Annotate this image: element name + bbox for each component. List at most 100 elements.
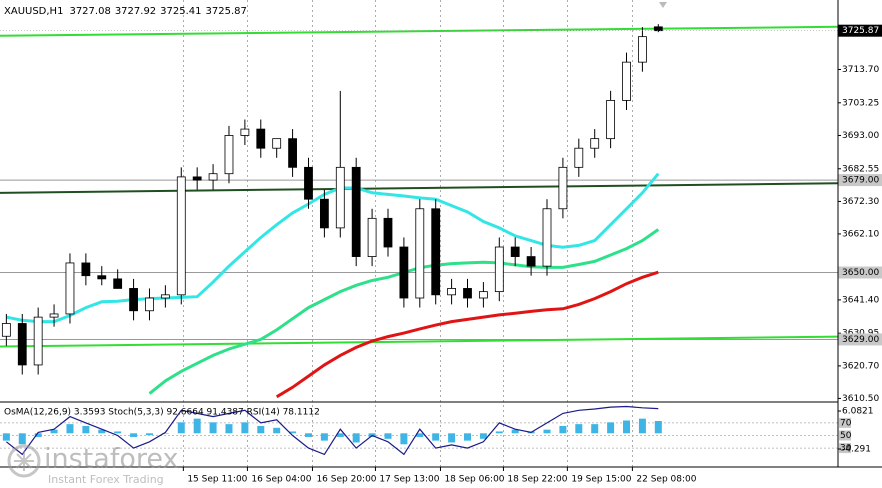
- candle-body: [590, 138, 600, 149]
- osma-bar: [591, 424, 599, 434]
- osma-bar: [638, 418, 646, 434]
- candle-body: [1, 323, 11, 337]
- candle-body: [558, 166, 568, 210]
- moving-average: [275, 270, 659, 399]
- candle-body: [606, 99, 616, 140]
- osma-bar: [607, 422, 615, 434]
- candle-body: [113, 278, 123, 289]
- y-tick-label: 3713.70: [842, 65, 879, 75]
- candle-body: [319, 198, 329, 229]
- x-tick-label: 18 Sep 06:00: [444, 475, 504, 485]
- candle-body: [399, 246, 409, 299]
- osma-bar: [336, 433, 344, 437]
- stochastic-line: [6, 405, 659, 456]
- candle-body: [224, 135, 234, 175]
- x-tick-label: 19 Sep 15:00: [571, 475, 631, 485]
- level-box: [839, 430, 851, 441]
- osma-bar: [18, 433, 26, 445]
- osma-bar: [50, 429, 58, 434]
- osma-bar: [98, 429, 106, 434]
- osma-bar: [273, 427, 281, 434]
- candle-body: [653, 26, 663, 32]
- last-close: 3725.87: [206, 6, 247, 17]
- candle-body: [272, 138, 282, 149]
- osma-bar: [559, 425, 567, 434]
- candle-body: [176, 176, 186, 296]
- symbol: XAUUSD,H1: [4, 6, 63, 17]
- candle-body: [431, 208, 441, 296]
- current-price-box: [838, 24, 882, 37]
- current-price-label: 3725.87: [842, 26, 879, 36]
- osma-bar: [289, 431, 297, 434]
- candle-body: [463, 288, 472, 299]
- last-low: 3725.41: [160, 6, 201, 17]
- osma-bar: [193, 418, 201, 434]
- candle-body: [145, 297, 154, 312]
- y-tick-label: 30: [840, 444, 852, 454]
- osma-bar: [463, 433, 471, 441]
- y-tick-label: 3641.40: [842, 295, 879, 305]
- x-tick-label: 16 Sep 04:00: [251, 475, 311, 485]
- watermark-brand: instaforex: [44, 444, 178, 475]
- candle-body: [304, 166, 313, 200]
- candle-body: [288, 138, 297, 168]
- candle-body: [447, 288, 456, 296]
- y-tick-label: 3693.00: [842, 131, 879, 141]
- candle-body: [17, 323, 27, 366]
- candle-body: [510, 246, 520, 257]
- x-tick-label: 16 Sep 20:00: [316, 475, 376, 485]
- y-tick-label: 3610.50: [842, 394, 879, 404]
- osma-bar: [479, 433, 487, 439]
- y-tick-label: 70: [840, 418, 852, 428]
- y-tick-label: 3682.55: [842, 164, 879, 174]
- osma-bar: [432, 433, 440, 441]
- candle-body: [208, 173, 218, 181]
- candle-body: [129, 288, 138, 312]
- y-tick-label: 3672.30: [842, 197, 879, 207]
- osma-bar: [623, 420, 631, 434]
- osma-bar: [257, 425, 265, 434]
- watermark: instaforex Instant Forex Trading: [7, 444, 178, 486]
- trendline: [0, 335, 839, 348]
- x-tick-label: 17 Sep 13:00: [379, 475, 439, 485]
- x-tick-label: 22 Sep 08:00: [636, 475, 696, 485]
- osma-bar: [320, 433, 328, 441]
- osma-bar: [575, 424, 583, 434]
- level-label: 3650.00: [842, 268, 879, 278]
- y-tick-label: 3703.25: [842, 98, 879, 108]
- candle-body: [542, 208, 552, 267]
- osma-bar: [161, 433, 169, 434]
- osma-bar: [543, 429, 551, 434]
- x-tick-label: 18 Sep 22:00: [507, 475, 567, 485]
- candle-body: [638, 36, 647, 63]
- watermark-tagline: Instant Forex Trading: [48, 473, 164, 486]
- osma-bar: [130, 433, 138, 437]
- level-box: [839, 443, 851, 454]
- y-tick-label: 50: [840, 431, 852, 441]
- candle-body: [97, 275, 107, 280]
- candle-body: [49, 313, 59, 318]
- candle-body: [383, 217, 393, 248]
- y2-tick-label: -4.291: [842, 445, 871, 455]
- level-label: 3679.00: [842, 176, 879, 186]
- candle-body: [494, 246, 504, 293]
- candle-body: [479, 291, 488, 299]
- x-tick-label: 15 Sep 11:00: [187, 475, 247, 485]
- osma-bar: [448, 433, 456, 443]
- trendline: [0, 25, 839, 37]
- osma-bar: [400, 433, 408, 445]
- osma-bar: [145, 433, 153, 436]
- osma-bar: [34, 433, 42, 437]
- candle-body: [192, 176, 202, 181]
- osma-bar: [82, 425, 90, 434]
- last-high: 3727.92: [115, 6, 156, 17]
- candle-body: [415, 208, 425, 299]
- candle-body: [574, 147, 584, 168]
- shift-marker: [659, 2, 667, 8]
- candle-body: [351, 166, 361, 257]
- osma-bar: [225, 424, 233, 434]
- y-tick-label: 3620.70: [842, 361, 879, 371]
- osma-bar: [114, 431, 122, 434]
